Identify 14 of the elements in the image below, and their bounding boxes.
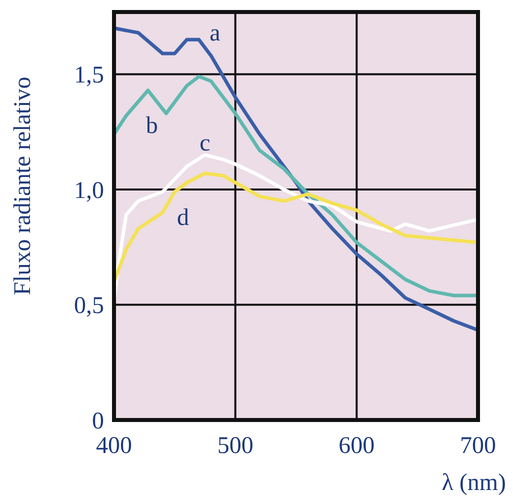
x-axis-title: λ (nm) xyxy=(442,470,506,496)
series-label: c xyxy=(200,130,210,156)
y-tick-label: 0 xyxy=(92,408,104,434)
y-tick-label: 1,0 xyxy=(74,178,104,204)
y-tick-label: 0,5 xyxy=(74,293,104,320)
x-tick-label: 600 xyxy=(338,433,375,459)
y-axis-title: Fluxo radiante relativo xyxy=(10,76,36,296)
series-label: b xyxy=(146,112,158,139)
series-label: a xyxy=(210,20,221,47)
x-tick-label: 500 xyxy=(217,433,254,459)
series-label: d xyxy=(177,204,189,231)
y-tick-label: 1,5 xyxy=(74,62,104,89)
x-tick-label: 700 xyxy=(460,433,496,459)
x-tick-label: 400 xyxy=(96,433,132,459)
